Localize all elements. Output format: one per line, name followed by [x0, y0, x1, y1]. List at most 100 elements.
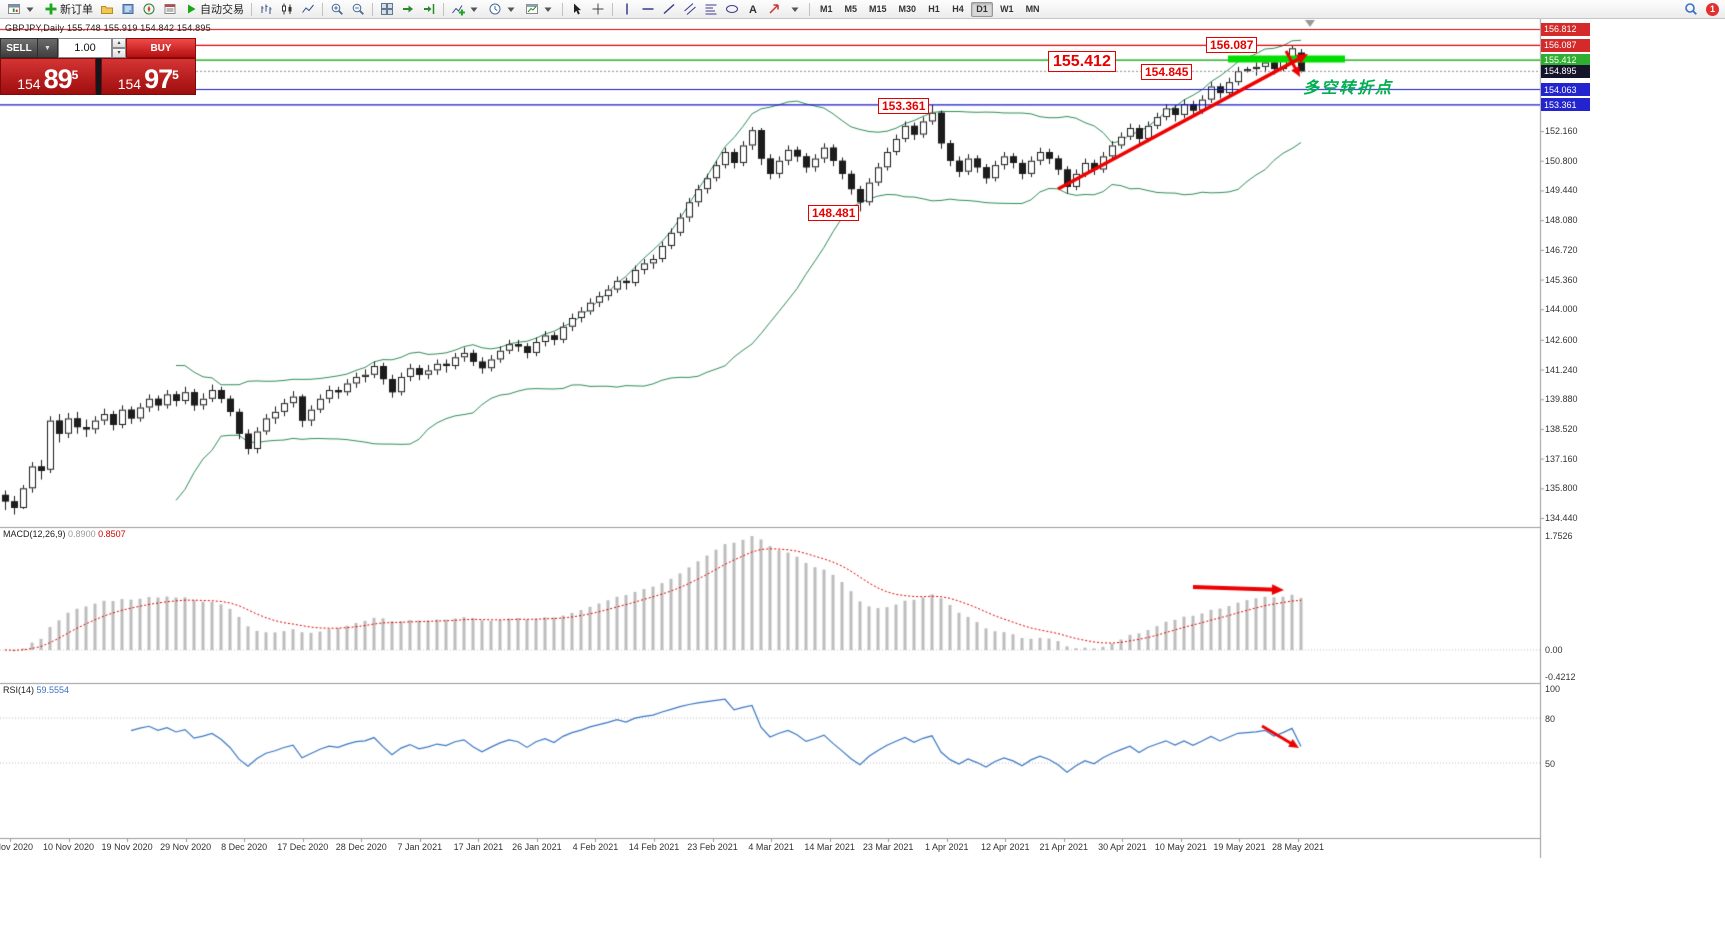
tile-windows-icon [380, 2, 394, 16]
date-axis-label: 4 Mar 2021 [748, 842, 794, 852]
periods-icon [488, 2, 502, 16]
macd-name: MACD(12,26,9) [3, 529, 66, 539]
timeframe-d1-button[interactable]: D1 [971, 1, 994, 17]
market-watch-button[interactable] [118, 1, 138, 18]
timeframe-m15-button[interactable]: M15 [864, 2, 892, 17]
price-axis-label: 142.600 [1545, 334, 1578, 345]
horizontal-line-icon [641, 2, 655, 16]
zoom-out-button[interactable] [348, 1, 368, 18]
date-axis-label: 12 Apr 2021 [980, 842, 1030, 852]
cursor-icon [570, 2, 584, 16]
date-axis-label: 28 May 2021 [1271, 842, 1325, 852]
rsi-scale-label: 80 [1545, 714, 1556, 724]
buy-price-panel[interactable]: 154 97 5 [100, 58, 196, 95]
price-axis-label: 150.800 [1545, 155, 1578, 166]
date-axis-label: 23 Feb 2021 [687, 842, 738, 852]
chart-title-ohlc: GBPJPY,Daily 155.748 155.919 154.842 154… [5, 23, 211, 33]
ellipse-button[interactable] [722, 1, 742, 18]
price-callout[interactable]: 153.361 [878, 98, 930, 114]
price-callout[interactable]: 156.087 [1206, 37, 1258, 53]
macd-signal-value: 0.8507 [98, 529, 126, 539]
price-callout[interactable]: 148.481 [808, 205, 860, 221]
tile-windows-button[interactable] [377, 1, 397, 18]
timeframe-mn-button[interactable]: MN [1021, 2, 1045, 17]
autotrade-button[interactable]: 自动交易 [181, 1, 247, 18]
volume-input[interactable] [58, 38, 112, 58]
timeframe-h1-button[interactable]: H1 [923, 2, 945, 17]
crosshair-button[interactable] [588, 1, 608, 18]
rsi-scale-label: 100 [1545, 684, 1561, 694]
buy-price-prefix: 154 [117, 76, 142, 92]
rsi-scale-label: 50 [1545, 759, 1556, 769]
date-axis-label: 10 May 2021 [1154, 842, 1207, 852]
zoom-in-button[interactable] [327, 1, 347, 18]
toolbar-buttons: 新订单 自动交易 A [4, 1, 813, 18]
profiles-icon [100, 2, 114, 16]
date-axis-label: 14 Feb 2021 [628, 842, 680, 852]
navigator-icon [142, 2, 156, 16]
price-axis-label: 144.000 [1545, 304, 1578, 315]
search-button[interactable] [1681, 1, 1701, 18]
new-order-button[interactable]: 新订单 [41, 1, 96, 18]
volume-dropdown[interactable]: ▼ [38, 38, 58, 58]
date-axis-label: 1 Apr 2021 [924, 842, 969, 852]
price-axis-label: 134.440 [1545, 513, 1578, 523]
volume-up-button[interactable]: ▴ [112, 38, 126, 48]
annotation-note[interactable]: 多空转折点 [1303, 80, 1394, 97]
price-badge-blue: 154.063 [1541, 83, 1590, 96]
sell-price-panel[interactable]: 154 89 5 [0, 58, 96, 95]
macd-scale-label: 0.00 [1545, 645, 1563, 655]
profiles-button[interactable] [97, 1, 117, 18]
auto-scroll-button[interactable] [398, 1, 418, 18]
line-chart-button[interactable] [298, 1, 318, 18]
new-chart-button[interactable] [4, 1, 40, 18]
timeframe-m5-button[interactable]: M5 [840, 2, 863, 17]
candlestick-chart-button[interactable] [277, 1, 297, 18]
buy-button[interactable]: BUY [126, 38, 196, 58]
timeframe-m30-button[interactable]: M30 [894, 2, 922, 17]
equidistant-channel-button[interactable] [680, 1, 700, 18]
toolbar-separator [809, 2, 810, 16]
price-axis-label: 139.880 [1545, 394, 1578, 405]
price-callout[interactable]: 154.845 [1141, 64, 1193, 80]
spread-gap [95, 58, 101, 95]
volume-down-button[interactable]: ▾ [112, 48, 126, 58]
price-axis-label: 152.160 [1545, 126, 1578, 137]
horizontal-line-button[interactable] [638, 1, 658, 18]
navigator-button[interactable] [139, 1, 159, 18]
text-button[interactable]: A [743, 1, 763, 18]
price-callout[interactable]: 155.412 [1048, 51, 1116, 72]
toolbar-separator [372, 2, 373, 16]
cursor-button[interactable] [567, 1, 587, 18]
date-axis-label: 26 Jan 2021 [512, 842, 562, 852]
date-axis-label: 21 Apr 2021 [1039, 842, 1089, 852]
fibonacci-button[interactable] [701, 1, 721, 18]
indicators-button[interactable] [448, 1, 484, 18]
toolbar-separator [562, 2, 563, 16]
timeframe-w1-button[interactable]: W1 [995, 2, 1019, 17]
crosshair-icon [591, 2, 605, 16]
chart-shift-button[interactable] [419, 1, 439, 18]
objects-dropdown-icon [788, 2, 802, 16]
periods-button[interactable] [485, 1, 521, 18]
timeframe-h4-button[interactable]: H4 [947, 2, 969, 17]
templates-button[interactable] [522, 1, 558, 18]
notification-badge[interactable]: 1 [1706, 2, 1719, 16]
terminal-button[interactable] [160, 1, 180, 18]
date-axis-label: 17 Dec 2020 [277, 842, 329, 852]
sell-button[interactable]: SELL [0, 38, 38, 58]
vertical-line-button[interactable] [617, 1, 637, 18]
timeframe-toolbar: M1 M5 M15 M30 H1 H4 D1 W1 MN [814, 1, 1046, 17]
rsi-value: 59.5554 [36, 685, 70, 695]
arrows-button[interactable] [764, 1, 784, 18]
bar-chart-button[interactable] [256, 1, 276, 18]
toolbar-separator [443, 2, 444, 16]
svg-text:A: A [749, 4, 757, 16]
timeframe-m1-button[interactable]: M1 [815, 2, 838, 17]
new-order-label: 新订单 [60, 4, 93, 16]
objects-dropdown-button[interactable] [785, 1, 805, 18]
trendline-button[interactable] [659, 1, 679, 18]
price-badge-red: 156.812 [1541, 22, 1590, 36]
new-order-icon [44, 2, 58, 16]
